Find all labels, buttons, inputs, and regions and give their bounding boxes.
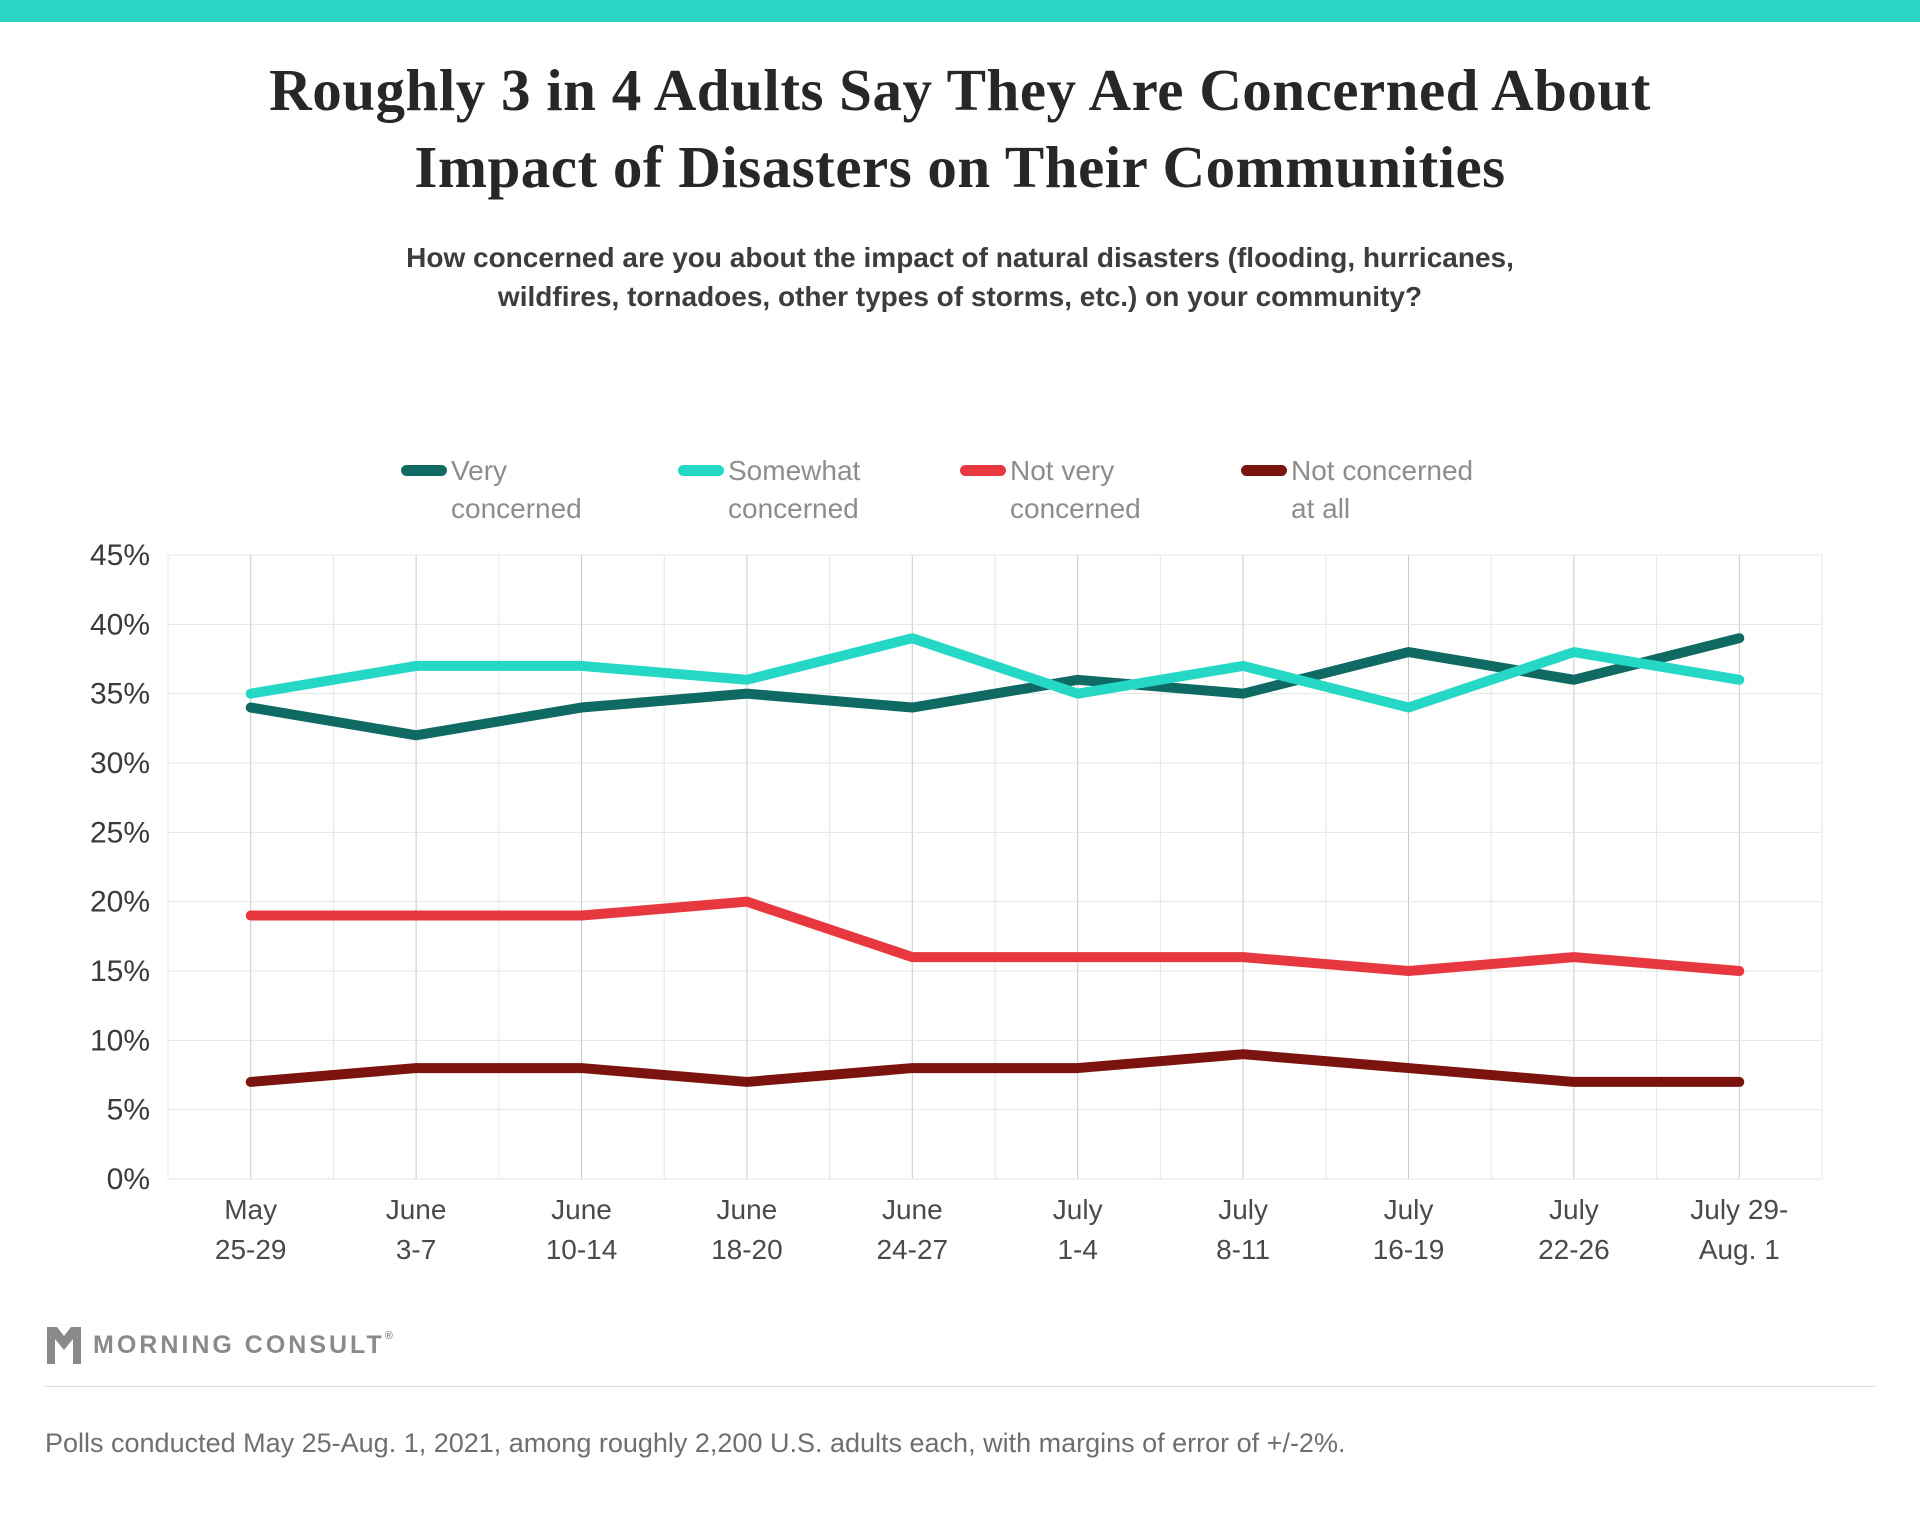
survey-question-line1: How concerned are you about the impact o… — [406, 242, 1514, 273]
y-axis-tick-label: 20% — [90, 886, 150, 919]
series-line-somewhat-concerned — [245, 633, 1745, 713]
x-axis-tick-label: July 29- — [1690, 1194, 1788, 1225]
y-axis-tick-label: 30% — [90, 747, 150, 780]
y-axis-tick-label: 45% — [90, 540, 150, 572]
x-axis-tick-label: July — [1549, 1194, 1599, 1225]
series-line-not-very-concerned — [245, 896, 1745, 976]
x-axis-tick-label: June — [882, 1194, 943, 1225]
logo-text: MORNING CONSULT® — [93, 1330, 393, 1359]
legend-label-line: concerned — [451, 493, 582, 524]
x-axis-tick-label: 18-20 — [711, 1234, 783, 1265]
morning-consult-logo-icon — [47, 1327, 81, 1364]
legend-label-line: concerned — [728, 493, 859, 524]
registered-mark: ® — [384, 1330, 393, 1342]
legend-label: Not very concerned — [1010, 452, 1141, 528]
survey-question-line2: wildfires, tornadoes, other types of sto… — [497, 281, 1423, 312]
survey-question: How concerned are you about the impact o… — [0, 238, 1920, 316]
methodology-footnote: Polls conducted May 25-Aug. 1, 2021, amo… — [45, 1428, 1346, 1458]
legend-swatch-very-concerned — [401, 465, 447, 476]
y-axis-tick-label: 10% — [90, 1024, 150, 1057]
x-axis-tick-label: June — [717, 1194, 778, 1225]
x-axis-tick-label: 10-14 — [546, 1234, 618, 1265]
accent-bar — [0, 0, 1920, 22]
legend-label-line: concerned — [1010, 493, 1141, 524]
footer-divider — [45, 1386, 1875, 1387]
x-axis-tick-label: 22-26 — [1538, 1234, 1610, 1265]
x-axis-tick-label: 25-29 — [215, 1234, 287, 1265]
x-axis-tick-label: Aug. 1 — [1699, 1234, 1780, 1265]
series-line-not-concerned-at-all — [245, 1049, 1745, 1087]
x-axis-tick-label: June — [551, 1194, 612, 1225]
y-axis-tick-label: 0% — [107, 1163, 150, 1196]
x-axis-tick-label: May — [224, 1194, 277, 1225]
x-axis-tick-label: July — [1053, 1194, 1103, 1225]
legend-swatch-not-very-concerned — [960, 465, 1006, 476]
series-line-very-concerned — [245, 633, 1745, 741]
x-axis-tick-label: July — [1384, 1194, 1434, 1225]
page-title-line2: Impact of Disasters on Their Communities — [414, 134, 1506, 200]
x-axis-tick-label: 16-19 — [1373, 1234, 1445, 1265]
y-axis-tick-label: 25% — [90, 816, 150, 849]
y-axis-tick-label: 40% — [90, 608, 150, 641]
legend-swatch-not-concerned-at-all — [1241, 465, 1287, 476]
legend-label-line: Very — [451, 455, 508, 486]
x-axis-tick-label: 1-4 — [1057, 1234, 1097, 1265]
x-axis-tick-label: July — [1218, 1194, 1268, 1225]
line-chart: 45% 40% 35% 30% 25% 20% 15% 10% 5% 0% May 25-29 June… — [90, 540, 1823, 1265]
legend-label: Not concerned at all — [1291, 452, 1473, 528]
x-axis-tick-label: 3-7 — [396, 1234, 436, 1265]
y-axis-tick-label: 5% — [107, 1094, 150, 1127]
legend-swatch-somewhat-concerned — [678, 465, 724, 476]
legend-label: Somewhat concerned — [728, 452, 860, 528]
y-axis-tick-label: 15% — [90, 955, 150, 988]
x-axis-tick-label: June — [386, 1194, 447, 1225]
page-title-line1: Roughly 3 in 4 Adults Say They Are Conce… — [269, 57, 1651, 123]
legend-label-line: Somewhat — [728, 455, 861, 486]
y-axis-tick-label: 35% — [90, 678, 150, 711]
legend-label-line: Not concerned — [1291, 455, 1474, 486]
legend-label: Very concerned — [451, 452, 582, 528]
legend-label-line: at all — [1291, 493, 1351, 524]
x-axis-tick-label: 8-11 — [1216, 1234, 1270, 1265]
legend-label-line: Not very — [1010, 455, 1115, 486]
page-title: Roughly 3 in 4 Adults Say They Are Conce… — [0, 52, 1920, 206]
x-axis-tick-label: 24-27 — [876, 1234, 948, 1265]
